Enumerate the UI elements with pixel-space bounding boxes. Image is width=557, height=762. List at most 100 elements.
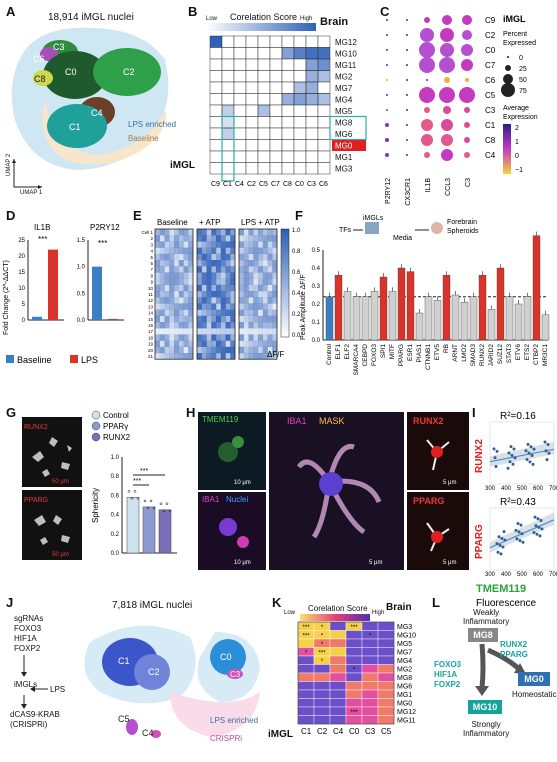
e-cell [197, 291, 202, 298]
microscopy-runx2: RUNX2 5 μm [407, 412, 469, 490]
svg-text:5 μm: 5 μm [443, 560, 456, 566]
heat-b-cell [281, 116, 295, 129]
c-pct-dot [503, 74, 513, 84]
i-point [510, 453, 514, 457]
e-cell [272, 284, 278, 292]
panel-h-label: H [186, 405, 196, 420]
e-cell [178, 235, 184, 242]
heat-b-cell [245, 93, 259, 106]
e-cell [164, 272, 170, 279]
heat-b-cell [269, 104, 283, 117]
e-cell [216, 291, 221, 298]
e-cell [230, 297, 236, 304]
heat-b-col-label: C1 [223, 181, 232, 188]
microscopy-runx2: RUNX2 50 μm [22, 417, 82, 487]
e-cell [211, 284, 217, 292]
i-point [529, 445, 533, 449]
heat-b-cell [305, 47, 319, 60]
heat-k-cell [297, 706, 315, 716]
e-cell [258, 340, 263, 347]
e-cell [243, 253, 249, 261]
e-cell [174, 229, 179, 236]
e-cell [201, 315, 207, 323]
panel-g-label: G [6, 405, 17, 420]
e-cell [267, 309, 273, 316]
panel-d-label: D [6, 208, 16, 223]
heat-k-cell [377, 621, 395, 631]
heat-k-star: *** [318, 651, 326, 657]
g-legend-label: PPARγ [103, 422, 128, 431]
heat-b-cell [257, 127, 271, 140]
e-cell [225, 284, 231, 292]
e-cell [248, 235, 254, 242]
e-cell [178, 303, 184, 310]
panel-a-label: A [6, 4, 16, 19]
heat-b-cell [221, 104, 235, 117]
heat-b-cell [293, 104, 307, 117]
panel-i-label: I [472, 405, 476, 420]
i-point [530, 454, 534, 458]
e-cell [201, 309, 207, 316]
heat-b-cell [269, 127, 283, 140]
e-cell [183, 315, 189, 323]
f-bar [379, 276, 388, 341]
heat-b-cell [317, 47, 331, 60]
e-cell [253, 334, 259, 341]
heat-k-star: * [321, 625, 324, 631]
e-cell [225, 266, 231, 273]
i-point [531, 462, 535, 466]
e-cell [230, 260, 236, 267]
e-cell [155, 260, 160, 267]
e-cell [253, 303, 259, 310]
d-legend-lps-swatch [70, 355, 78, 363]
e-row-label: 2 [150, 236, 153, 241]
e-cell [267, 297, 273, 304]
e-cell [183, 297, 189, 304]
e-cell [188, 303, 194, 310]
e-cell [216, 253, 221, 261]
i-point [500, 536, 504, 540]
e-cell [262, 284, 268, 292]
e-cell [183, 328, 189, 335]
c-pct-tick: 25 [519, 66, 527, 73]
e-cell [183, 253, 189, 261]
e-cell [216, 346, 221, 354]
dot-row-label: C9 [485, 16, 496, 25]
heat-b-cell [209, 93, 223, 106]
e-block-border [238, 228, 278, 360]
e-cell [253, 247, 259, 254]
e-row-label: 5 [150, 255, 153, 260]
e-cell [164, 253, 170, 261]
e-cb-tick: 0.2 [292, 312, 301, 318]
heat-k-cell [361, 698, 379, 708]
e-cell [272, 328, 278, 335]
e-cell [164, 334, 170, 341]
heat-b-cell [317, 58, 331, 71]
e-cell [216, 340, 221, 347]
e-cell [197, 253, 202, 261]
e-cell [174, 346, 179, 354]
e-cell [211, 334, 217, 341]
j-lps: LPS [50, 685, 66, 694]
heat-b-cell [257, 35, 271, 48]
e-cell [253, 266, 259, 273]
e-cell [225, 272, 231, 279]
e-row-label: 12 [148, 298, 154, 303]
e-row-label: 10 [148, 286, 154, 291]
e-cell [206, 247, 212, 254]
heat-b-cell [257, 116, 271, 129]
e-cell [197, 328, 202, 335]
f-bar [487, 309, 496, 341]
e-cell [178, 260, 184, 267]
heat-b-cell [305, 58, 319, 71]
heat-k-cell [313, 698, 331, 708]
e-cell [155, 297, 160, 304]
i-point [539, 518, 543, 522]
e-cell [220, 297, 226, 304]
dot [439, 87, 455, 103]
e-cell [239, 253, 244, 261]
e-cell [206, 353, 212, 360]
heat-k-star: * [321, 642, 324, 648]
heat-b-row-label: MG1 [335, 153, 353, 162]
